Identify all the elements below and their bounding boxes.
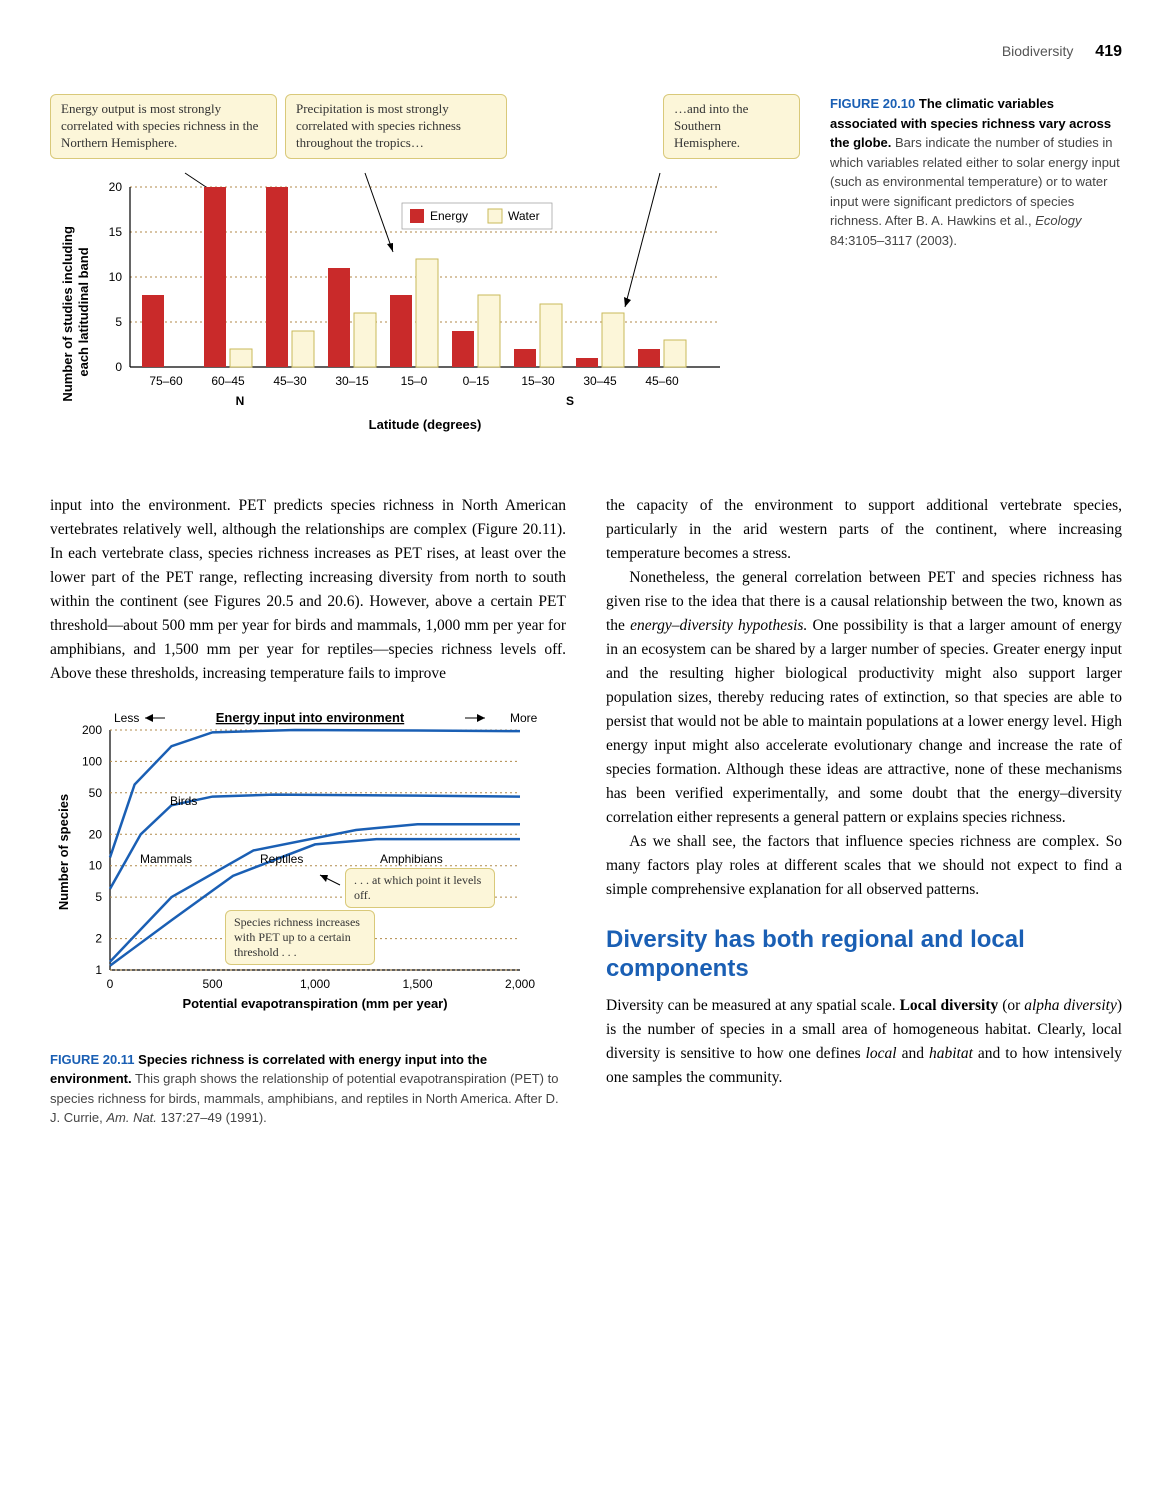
left-body-para: input into the environment. PET predicts… — [50, 494, 566, 686]
fig11-caption-cite: 137:27–49 (1991). — [157, 1110, 267, 1125]
svg-text:30–45: 30–45 — [583, 374, 617, 388]
fig10-caption-cite: 84:3105–3117 (2003). — [830, 233, 957, 248]
fig11-label-amphibians: Amphibians — [380, 852, 443, 866]
svg-text:15: 15 — [109, 225, 123, 239]
fig10-chart-svg: 0 5 10 15 20 Energy Water 75–6060 — [50, 167, 750, 457]
fig11-chart-svg: Less Energy input into environment More — [50, 702, 550, 1032]
right-para-2b: One possibility is that a larger amount … — [606, 617, 1122, 826]
figure-20-11: Less Energy input into environment More — [50, 702, 566, 1128]
fig11-label-birds: Birds — [170, 794, 197, 808]
fig10-callout-1: Energy output is most strongly correlate… — [50, 94, 277, 159]
fig10-ylabel: Number of studies including each latitud… — [60, 222, 91, 401]
svg-text:45–30: 45–30 — [273, 374, 307, 388]
fig11-ylabel: Number of species — [56, 794, 71, 910]
fig11-caption: FIGURE 20.11 Species richness is correla… — [50, 1050, 566, 1128]
fig11-less: Less — [114, 711, 139, 725]
running-title: Biodiversity — [1002, 43, 1074, 59]
svg-text:75–60: 75–60 — [149, 374, 183, 388]
fig11-label-reptiles: Reptiles — [260, 852, 303, 866]
svg-text:2: 2 — [95, 932, 102, 946]
svg-text:200: 200 — [82, 723, 102, 737]
svg-text:1,500: 1,500 — [402, 977, 432, 991]
fig10-caption-num: FIGURE 20.10 — [830, 96, 915, 111]
right-para-4-em: alpha diversity — [1024, 997, 1117, 1014]
legend-water: Water — [508, 209, 540, 223]
fig10-callout-3: …and into the Southern Hemisphere. — [663, 94, 800, 159]
svg-text:15–30: 15–30 — [521, 374, 555, 388]
svg-text:2,000: 2,000 — [505, 977, 535, 991]
svg-text:20: 20 — [89, 828, 103, 842]
fig10-xlabel: Latitude (degrees) — [369, 417, 482, 432]
fig11-more: More — [510, 711, 538, 725]
right-para-2-em: energy–diversity hypothesis. — [630, 617, 807, 634]
svg-text:1,000: 1,000 — [300, 977, 330, 991]
page-number: 419 — [1095, 43, 1122, 60]
right-para-3: As we shall see, the factors that influe… — [606, 830, 1122, 902]
fig11-caption-source: Am. Nat. — [106, 1110, 157, 1125]
fig11-caption-num: FIGURE 20.11 — [50, 1052, 135, 1067]
svg-text:100: 100 — [82, 755, 102, 769]
fig10-caption: FIGURE 20.10 The climatic variables asso… — [830, 94, 1122, 464]
fig11-xlabel: Potential evapotranspiration (mm per yea… — [182, 996, 447, 1011]
svg-text:5: 5 — [95, 890, 102, 904]
svg-text:0: 0 — [115, 360, 122, 374]
fig10-s-label: S — [566, 394, 574, 408]
svg-text:5: 5 — [115, 315, 122, 329]
svg-text:10: 10 — [109, 270, 123, 284]
svg-text:20: 20 — [109, 180, 123, 194]
svg-text:15–0: 15–0 — [401, 374, 428, 388]
figure-20-10: Energy output is most strongly correlate… — [50, 94, 800, 464]
fig11-callout-1: Species richness increases with PET up t… — [225, 910, 375, 965]
fig11-label-mammals: Mammals — [140, 852, 192, 866]
right-para-4-em3: habitat — [929, 1045, 973, 1062]
svg-text:0: 0 — [107, 977, 114, 991]
fig11-callout-2: . . . at which point it levels off. — [345, 868, 495, 908]
right-para-4-b1: Local diversity — [900, 997, 999, 1014]
fig11-title-bar: Energy input into environment — [216, 710, 405, 725]
svg-text:60–45: 60–45 — [211, 374, 245, 388]
right-para-4d: and — [897, 1045, 929, 1062]
running-header: Biodiversity 419 — [50, 40, 1122, 64]
right-para-4b: (or — [998, 997, 1024, 1014]
svg-text:45–60: 45–60 — [645, 374, 679, 388]
svg-text:0–15: 0–15 — [463, 374, 490, 388]
fig10-callout-2: Precipitation is most strongly correlate… — [285, 94, 507, 159]
svg-text:50: 50 — [89, 786, 103, 800]
svg-text:10: 10 — [89, 859, 103, 873]
fig10-n-label: N — [236, 394, 245, 408]
section-heading: Diversity has both regional and local co… — [606, 926, 1122, 984]
right-para-4-em2: local — [866, 1045, 897, 1062]
svg-text:1: 1 — [95, 963, 102, 977]
right-para-4a: Diversity can be measured at any spatial… — [606, 997, 900, 1014]
svg-text:30–15: 30–15 — [335, 374, 369, 388]
right-para-1: the capacity of the environment to suppo… — [606, 494, 1122, 566]
fig10-caption-source: Ecology — [1035, 213, 1081, 228]
svg-text:500: 500 — [202, 977, 222, 991]
legend-energy: Energy — [430, 209, 468, 223]
